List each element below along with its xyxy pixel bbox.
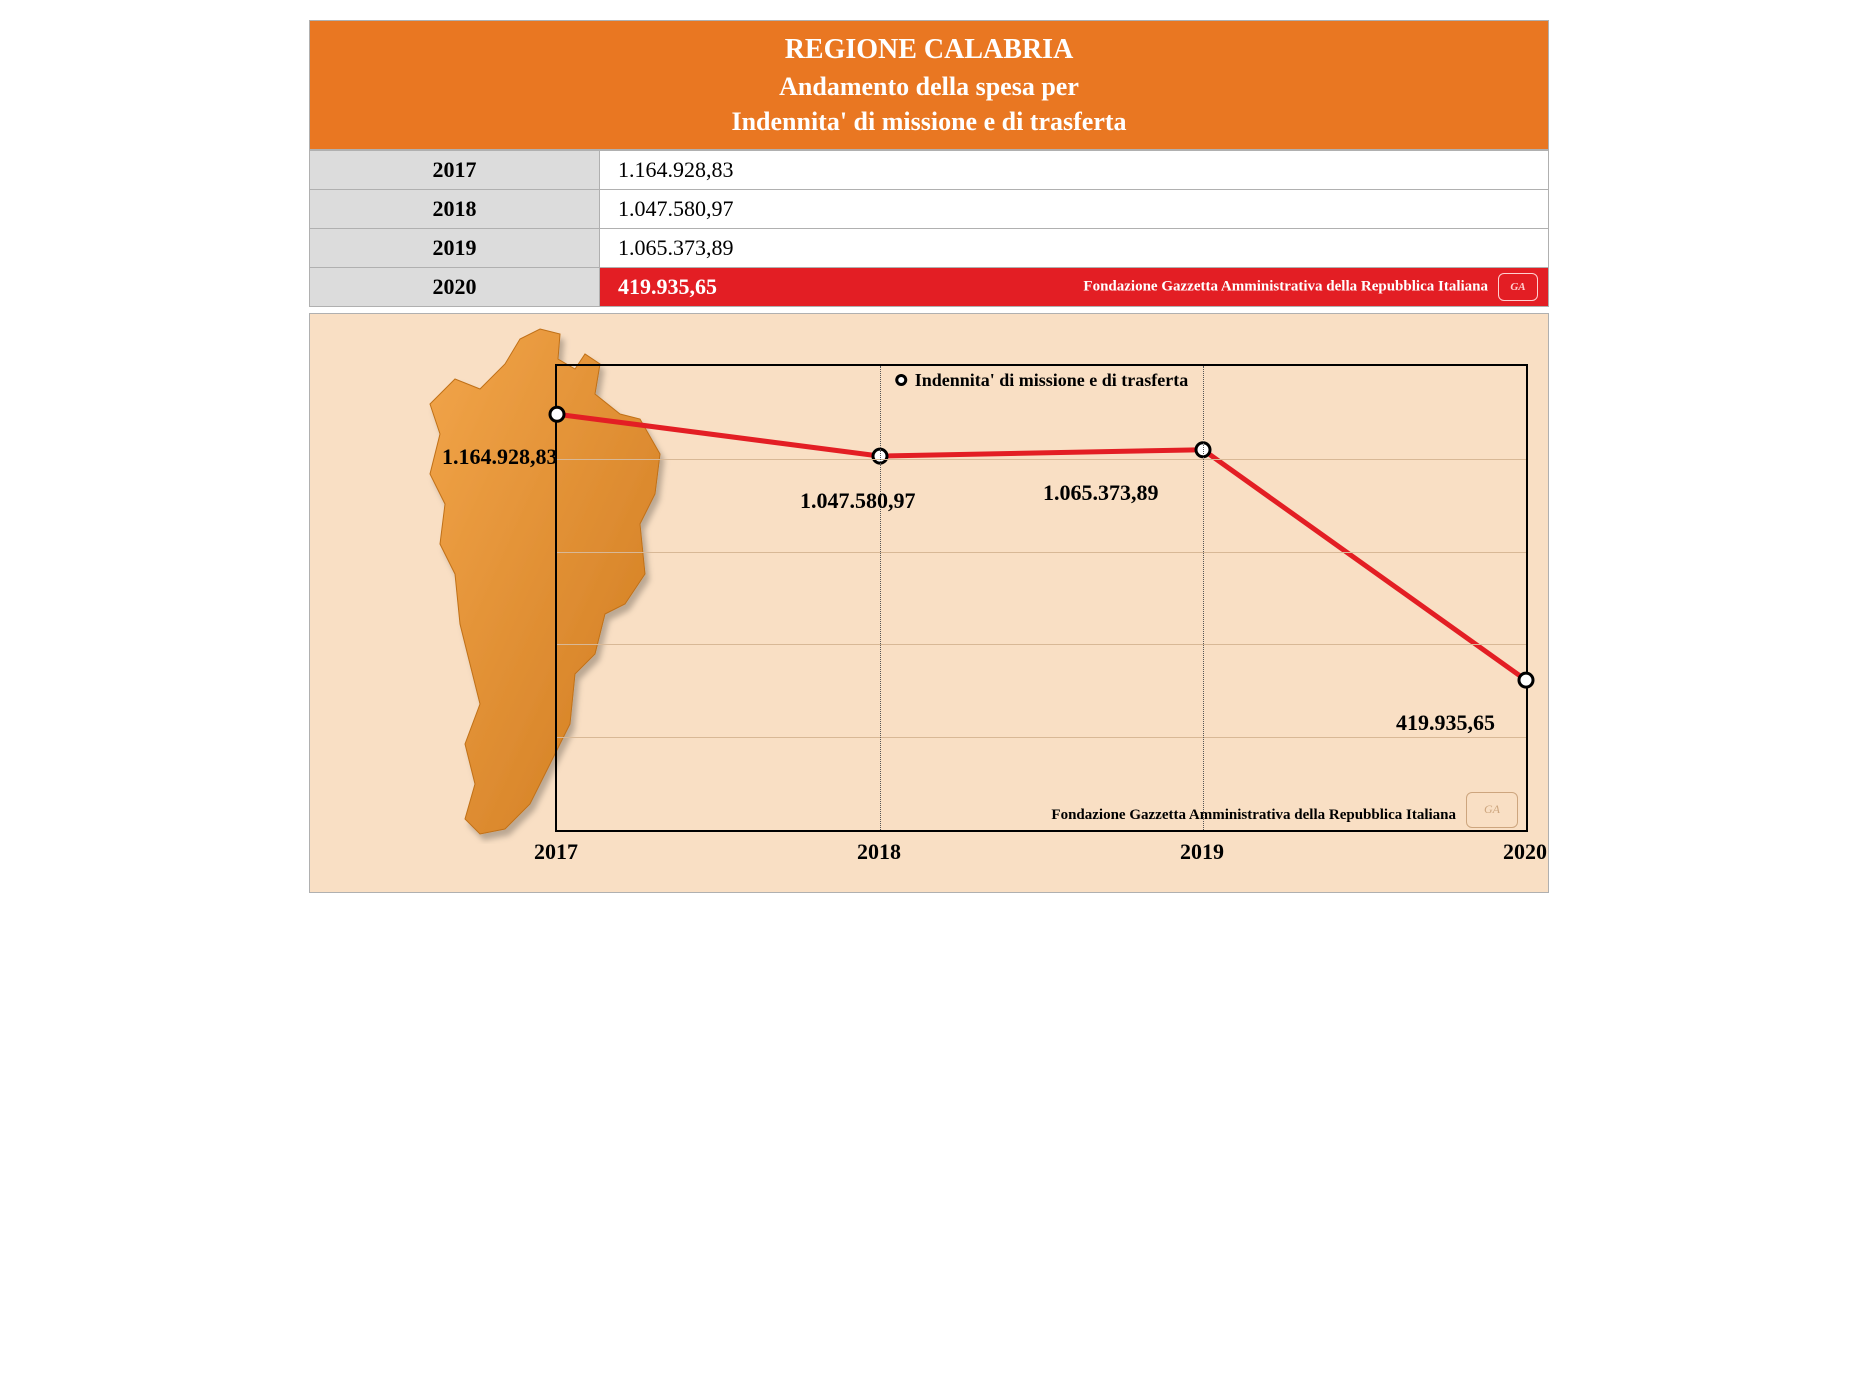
value-cell: 1.047.580,97: [600, 189, 1549, 228]
foundation-credit: Fondazione Gazzetta Amministrativa della…: [1083, 278, 1488, 295]
table-row: 20171.164.928,83: [310, 150, 1549, 189]
infographic-container: REGIONE CALABRIA Andamento della spesa p…: [309, 20, 1549, 893]
header-title: REGIONE CALABRIA: [330, 31, 1528, 69]
data-point-label: 1.047.580,97: [800, 488, 916, 514]
year-cell: 2018: [310, 189, 600, 228]
x-axis-label: 2019: [1180, 839, 1224, 865]
chart-plot: Indennita' di missione e di trasferta Fo…: [555, 364, 1528, 832]
data-point: [1519, 673, 1533, 687]
data-point-label: 1.065.373,89: [1043, 480, 1159, 506]
header-subtitle-1: Andamento della spesa per: [330, 69, 1528, 104]
chart-area: Indennita' di missione e di trasferta Fo…: [309, 313, 1549, 893]
value-cell: 1.065.373,89: [600, 228, 1549, 267]
year-cell: 2020: [310, 267, 600, 306]
value-cell: 419.935,65Fondazione Gazzetta Amministra…: [600, 267, 1549, 306]
grid-line-h: [557, 459, 1526, 460]
seal-icon: GA: [1466, 792, 1518, 828]
header: REGIONE CALABRIA Andamento della spesa p…: [309, 20, 1549, 150]
x-axis-label: 2018: [857, 839, 901, 865]
grid-line-h: [557, 737, 1526, 738]
grid-line-h: [557, 552, 1526, 553]
line-chart-svg: [557, 366, 1526, 830]
grid-line-v: [880, 366, 881, 830]
grid-line-v: [1203, 366, 1204, 830]
series-line: [557, 414, 1526, 680]
seal-icon: GA: [1498, 273, 1538, 301]
foundation-credit: Fondazione Gazzetta Amministrativa della…: [1051, 807, 1456, 824]
data-point-label: 1.164.928,83: [442, 444, 558, 470]
value-cell: 1.164.928,83: [600, 150, 1549, 189]
x-axis-label: 2020: [1503, 839, 1547, 865]
header-subtitle-2: Indennita' di missione e di trasferta: [330, 104, 1528, 139]
data-point: [550, 407, 564, 421]
grid-line-h: [557, 644, 1526, 645]
table-row: 20181.047.580,97: [310, 189, 1549, 228]
data-table: 20171.164.928,8320181.047.580,9720191.06…: [309, 150, 1549, 307]
year-cell: 2019: [310, 228, 600, 267]
year-cell: 2017: [310, 150, 600, 189]
table-row: 2020419.935,65Fondazione Gazzetta Ammini…: [310, 267, 1549, 306]
data-point-label: 419.935,65: [1396, 710, 1495, 736]
table-row: 20191.065.373,89: [310, 228, 1549, 267]
